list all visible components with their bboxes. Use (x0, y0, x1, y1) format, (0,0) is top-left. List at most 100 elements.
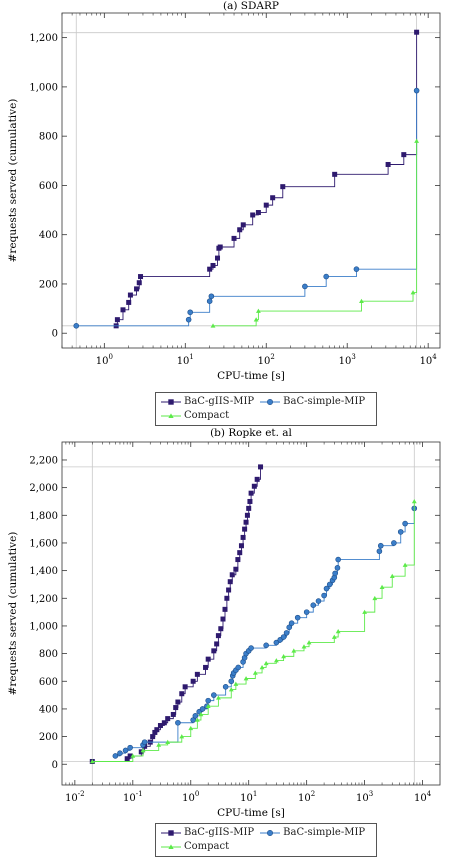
x-tick-label: 10-2 (65, 790, 85, 804)
data-point (179, 734, 185, 739)
data-point (258, 464, 264, 470)
x-tick-label: 103 (339, 353, 356, 367)
data-point (321, 592, 327, 599)
data-point (220, 616, 226, 622)
y-tick-label: 600 (39, 677, 58, 688)
data-point (211, 692, 217, 698)
data-point (161, 720, 167, 726)
legend-label: Compact (184, 410, 230, 421)
data-point (237, 227, 243, 233)
series-line (116, 32, 418, 327)
legend-swatch (161, 844, 181, 849)
legend-row: Compact (161, 840, 371, 854)
chart-title: (a) SDARP (223, 0, 279, 12)
data-point (207, 266, 213, 272)
x-tick-label: 102 (298, 790, 315, 804)
data-point (208, 293, 215, 300)
data-point (410, 290, 416, 295)
data-point (273, 639, 280, 646)
legend-swatch (260, 829, 281, 837)
data-point (372, 595, 378, 601)
data-point (332, 570, 338, 577)
data-point (235, 557, 241, 563)
x-tick-label: 102 (258, 353, 275, 367)
data-point (252, 670, 258, 675)
data-point (157, 723, 163, 729)
legend-row: BaC-gIIS-MIP BaC-simple-MIP (161, 395, 371, 409)
y-tick-label: 200 (39, 732, 58, 743)
data-point (211, 648, 217, 654)
series-line (115, 508, 415, 757)
data-point (240, 222, 246, 228)
chart-ropke: (b) Ropke et. al 10-2 10-1 100 101 102 103 104 0… (0, 425, 474, 857)
data-point (414, 29, 420, 35)
legend-row: Compact (161, 409, 371, 423)
data-point (243, 676, 249, 681)
data-point (331, 634, 337, 639)
legend-swatch (161, 399, 181, 405)
data-point (237, 550, 243, 556)
data-point (194, 671, 200, 677)
data-point (259, 665, 265, 670)
data-point (120, 307, 126, 313)
data-point (379, 584, 385, 590)
legend-entry: Compact (161, 840, 229, 854)
data-point (251, 483, 257, 489)
series-line (213, 141, 418, 327)
y-tick-label: 2,000 (29, 483, 58, 494)
data-point (389, 573, 395, 578)
data-point (244, 512, 250, 518)
x-tick-label: 103 (356, 790, 373, 804)
data-point (154, 727, 160, 733)
data-point (306, 640, 312, 645)
data-point (263, 660, 269, 666)
y-tick-label: 600 (39, 181, 58, 192)
data-point (150, 734, 156, 740)
legend-swatch (161, 830, 181, 836)
data-point (294, 614, 301, 621)
data-point (122, 747, 129, 754)
data-point (192, 713, 199, 719)
y-tick-label: 1,800 (29, 511, 58, 522)
y-tick-label: 1,200 (29, 33, 58, 44)
data-point (210, 262, 216, 268)
data-point (136, 280, 142, 286)
x-axis-label: CPU-time [s] (217, 807, 285, 819)
data-point (112, 753, 119, 759)
legend-swatch-marker (168, 399, 174, 405)
data-point (326, 581, 333, 588)
x-tick-label: 104 (420, 353, 438, 367)
data-point (397, 529, 404, 535)
y-tick-label: 200 (39, 279, 58, 290)
data-point (315, 598, 322, 604)
data-point (138, 274, 144, 280)
data-point (134, 286, 140, 292)
y-tick-label: 400 (39, 230, 58, 241)
data-point (335, 629, 341, 634)
data-point (185, 316, 192, 323)
legend-entry: Compact (161, 409, 229, 423)
data-point (165, 739, 171, 744)
data-point (198, 712, 204, 717)
data-point (215, 255, 221, 261)
data-point (205, 703, 211, 708)
legend-swatch-marker (267, 829, 274, 837)
data-point (175, 719, 181, 726)
data-point (332, 171, 338, 177)
legend-label: BaC-simple-MIP (283, 827, 366, 838)
y-tick-label: 800 (39, 649, 58, 660)
data-point (303, 609, 310, 615)
y-tick-label: 2,200 (29, 455, 58, 466)
x-tick-label: 100 (96, 353, 113, 367)
legend-entry: BaC-simple-MIP (260, 395, 365, 409)
legend-swatch (260, 398, 281, 406)
series-compact (210, 138, 420, 328)
data-point (127, 292, 133, 298)
data-point (215, 633, 221, 639)
data-point (310, 602, 317, 609)
data-point (270, 195, 276, 201)
x-tick-label: 10-1 (123, 790, 143, 804)
series-bac-giis-mip (113, 29, 420, 329)
data-point (280, 634, 287, 640)
data-point (190, 678, 196, 684)
